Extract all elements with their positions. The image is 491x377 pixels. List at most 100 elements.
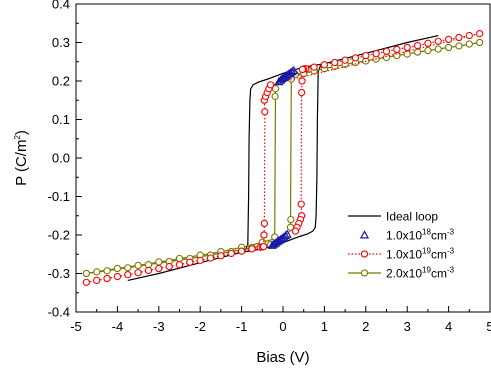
data-point (424, 46, 432, 55)
data-point (280, 230, 291, 240)
x-tick-label: 4 (445, 319, 452, 334)
data-point (93, 268, 101, 276)
data-point (351, 54, 360, 62)
data-point (155, 264, 163, 273)
data-point (298, 77, 306, 85)
data-point (297, 88, 306, 97)
data-point (277, 233, 287, 242)
x-tick-label: 2 (362, 319, 369, 334)
data-point (475, 29, 484, 38)
series-layer (82, 29, 484, 287)
y-axis-label-sup: 2 (13, 135, 22, 140)
legend-label: Ideal loop (386, 210, 438, 224)
data-point (341, 56, 349, 64)
x-tick-label: 0 (279, 319, 286, 334)
data-point (413, 41, 422, 50)
data-point (175, 254, 184, 263)
data-point (434, 37, 442, 45)
data-point (261, 108, 269, 116)
y-axis-label-main: P (C/m (13, 140, 30, 186)
legend-item: 2.0x1019cm-3 (348, 266, 455, 281)
data-point (455, 42, 463, 50)
legend: Ideal loop 1.0x1018cm-3 1.0x1019cm-3 2.0x10… (348, 210, 455, 281)
x-tick-label: -5 (70, 319, 82, 334)
y-tick-label: -0.2 (48, 228, 70, 243)
data-point (282, 229, 292, 238)
data-point (271, 92, 279, 101)
data-point (393, 45, 401, 54)
legend-item: 1.0x1019cm-3 (348, 247, 455, 262)
data-point (217, 252, 225, 260)
data-point (297, 200, 305, 208)
data-point (113, 264, 122, 273)
data-point (434, 45, 442, 53)
legend-item: 1.0x1018cm-3 (359, 228, 455, 243)
data-point (444, 35, 453, 44)
data-point (103, 274, 111, 283)
data-point (287, 66, 297, 76)
data-point (320, 61, 329, 69)
data-point (403, 43, 411, 52)
data-point (331, 58, 339, 67)
data-point (475, 38, 484, 47)
data-point (155, 258, 163, 266)
data-point (186, 258, 194, 266)
x-tick-label: 3 (404, 319, 411, 334)
data-point (134, 261, 142, 270)
data-point (465, 31, 473, 40)
data-point (362, 51, 370, 60)
data-point (267, 240, 277, 249)
x-axis: -5 -4 -3 -2 -1 0 1 2 3 4 5 (70, 306, 491, 334)
data-point (144, 266, 153, 275)
x-tick-label: -2 (194, 319, 206, 334)
data-point (259, 242, 268, 251)
data-point (272, 237, 282, 246)
data-point (227, 249, 235, 258)
data-point (260, 231, 268, 239)
data-point (134, 269, 142, 277)
data-point (444, 43, 453, 52)
data-point (298, 65, 307, 74)
legend-marker (360, 269, 369, 277)
data-point (455, 33, 463, 42)
legend-label: 1.0x1019cm-3 (386, 247, 455, 262)
y-axis-label-tail: ) (13, 130, 30, 135)
legend-label: 1.0x1018cm-3 (386, 228, 455, 243)
data-point (285, 68, 296, 77)
data-point (175, 260, 184, 269)
y-tick-label: -0.4 (48, 305, 70, 320)
legend-marker (360, 250, 369, 258)
data-point (103, 267, 111, 275)
series-line (127, 35, 439, 281)
data-point (291, 227, 300, 235)
data-point (289, 65, 299, 75)
y-tick-label: 0.3 (52, 35, 70, 50)
data-point (93, 276, 101, 285)
data-point (248, 245, 256, 253)
data-point (82, 278, 90, 287)
data-point (237, 247, 246, 255)
legend-marker (359, 230, 370, 239)
x-tick-label: 5 (486, 319, 491, 334)
series-2 (82, 29, 484, 287)
data-point (382, 47, 391, 56)
data-point (260, 219, 269, 228)
series-line (86, 33, 480, 283)
data-point (124, 264, 132, 272)
data-point (196, 256, 204, 265)
y-tick-label: 0.2 (52, 74, 70, 89)
y-axis: -0.4 -0.3 -0.2 -0.1 0.0 0.1 0.2 0.3 0.4 (48, 0, 82, 320)
legend-label: 2.0x1019cm-3 (386, 266, 455, 281)
y-tick-label: -0.3 (48, 266, 70, 281)
data-point (113, 272, 122, 281)
data-point (124, 271, 132, 279)
data-point (275, 234, 286, 244)
data-point (274, 235, 284, 245)
x-tick-label: -4 (112, 319, 124, 334)
x-axis-label: Bias (V) (256, 349, 309, 366)
y-tick-label: 0.0 (52, 151, 70, 166)
data-point (269, 239, 279, 248)
series-0 (127, 35, 439, 281)
data-point (279, 232, 289, 241)
